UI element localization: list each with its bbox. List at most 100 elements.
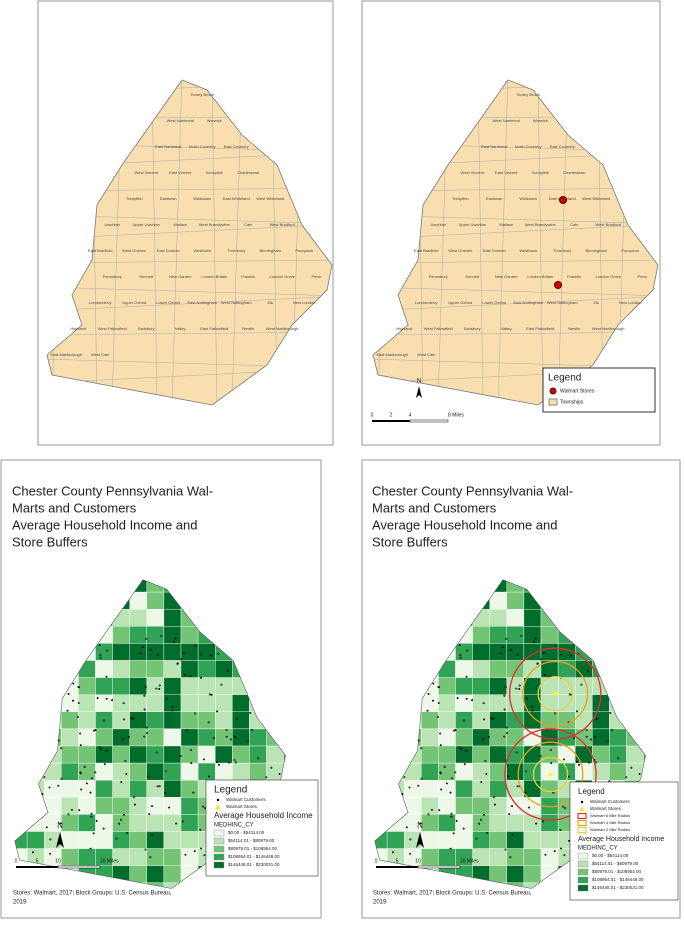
customer-point [568,839,570,842]
block-group [146,609,165,627]
block-group [489,643,507,661]
block-group [506,643,525,661]
block-group [146,694,165,712]
customer-point [440,788,443,791]
customer-point [99,654,102,657]
customer-point [482,738,484,741]
block-group [112,626,130,644]
customer-point [171,709,174,712]
customer-point [133,796,136,799]
customer-point [520,634,523,637]
township-label: West Marlborough [266,326,299,331]
block-group [523,882,542,889]
township-label: East Fallowfield [526,326,554,331]
customer-point [265,776,268,779]
block-group [438,711,456,730]
legend-label: $54114.01 - $80979.00 [228,838,275,843]
customer-point [401,793,404,795]
block-group [523,780,542,798]
legend-title: Legend [214,785,247,796]
customer-point [174,637,177,640]
legend-label: Walmart Customers [226,797,266,802]
block-group [421,831,439,849]
customer-point [431,808,433,811]
customer-point [168,806,171,809]
legend-symbol [216,798,220,802]
block-group [575,677,593,695]
customer-point [124,760,127,763]
customer-point [459,656,462,659]
block-group [421,797,439,815]
buffer-ring [508,647,602,741]
block-group [146,797,165,815]
township-label: Lower Oxford [156,300,180,305]
customer-point [90,777,93,780]
customer-point [432,682,435,685]
customer-point [147,775,150,778]
customer-point [57,739,60,742]
block-group [112,677,130,695]
township-label: Willistown [193,196,211,201]
customer-point [48,786,51,789]
customer-point [164,791,167,794]
customer-point [79,732,82,735]
block-group [180,728,199,747]
customer-point [94,729,97,732]
scale-label: 0 [371,412,374,418]
customer-point [66,709,69,712]
customer-point [189,749,192,751]
legend-swatch [213,861,225,869]
customer-point [559,828,562,831]
scale-label: 4 [409,412,412,418]
customer-point [204,807,207,809]
block-group [78,745,96,764]
township-label: West Caln [417,352,435,357]
customer-point [123,718,126,721]
customer-point [151,834,154,837]
customer-point [79,744,82,747]
customer-point [516,653,519,656]
block-group [163,882,182,889]
customer-point [90,815,93,818]
block-group [163,745,182,764]
customer-point [515,751,518,754]
block-group [180,831,199,849]
block-group [61,711,79,730]
customer-point [535,822,538,825]
legend-label: Walmart Stores [590,806,622,811]
legend-field: MEDHINC_CY [578,846,618,852]
legend-swatch [213,837,225,845]
township-label: Honey Brook [191,92,214,97]
legend-label: Walmart 6 Mile Radius [590,813,630,818]
customer-point [436,715,439,718]
customer-point [172,640,175,643]
block-group [472,814,490,832]
customer-point [438,686,440,689]
buffer-ring [517,741,584,808]
customer-point [105,749,108,752]
customer-point [432,699,434,702]
customer-point [90,812,93,815]
block-group [438,797,456,815]
customer-point [194,712,197,715]
block-group [61,848,79,866]
township-boundary [373,259,658,264]
township-label: West Nantmeal [493,118,520,123]
customer-point [490,717,493,720]
customer-point [439,744,442,747]
customer-point [420,777,423,780]
block-group [197,762,216,781]
north-label: N [417,379,421,385]
township-label: Valley [175,326,186,331]
customer-point [511,805,513,808]
customer-point [458,746,461,749]
block-group [26,831,45,849]
block-group [95,745,113,764]
block-group [163,728,182,747]
legend-label: Walmart Customers [590,799,630,804]
township-label: West Vincent [135,170,159,175]
block-group [112,814,130,832]
township-label: West Caln [91,352,109,357]
customer-point [72,682,75,685]
block-group [523,711,542,730]
